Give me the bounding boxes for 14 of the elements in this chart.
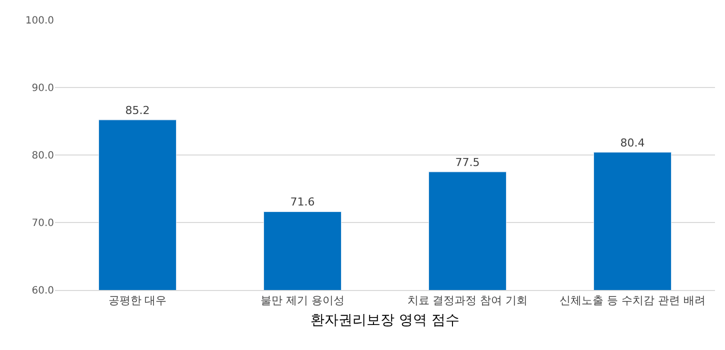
data-label: 80.4 — [620, 136, 645, 150]
y-tick-label: 60.0 — [32, 286, 54, 296]
x-tick-label: 공평한 대우 — [108, 294, 167, 308]
x-axis-title: 환자권리보장 영역 점수 — [310, 312, 460, 328]
x-tick-label: 신체노출 등 수치감 관련 배려 — [560, 294, 706, 308]
y-tick-label: 70.0 — [32, 218, 54, 229]
data-label: 71.6 — [290, 196, 315, 209]
x-tick-label: 불만 제기 용이성 — [260, 294, 344, 308]
data-label: 85.2 — [125, 104, 150, 117]
y-tick-label: 80.0 — [32, 150, 54, 162]
y-tick-label: 90.0 — [32, 83, 54, 94]
y-tick-label: 100.0 — [25, 16, 54, 26]
data-label: 77.5 — [455, 156, 480, 169]
x-tick-label: 치료 결정과정 참여 기회 — [407, 294, 528, 308]
